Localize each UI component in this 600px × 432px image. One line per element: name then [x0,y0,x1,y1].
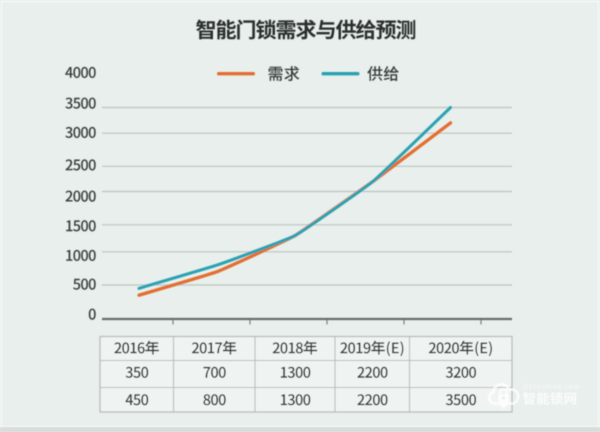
svg-text:Dznzsmsw.com: Dznzsmsw.com [523,384,580,391]
